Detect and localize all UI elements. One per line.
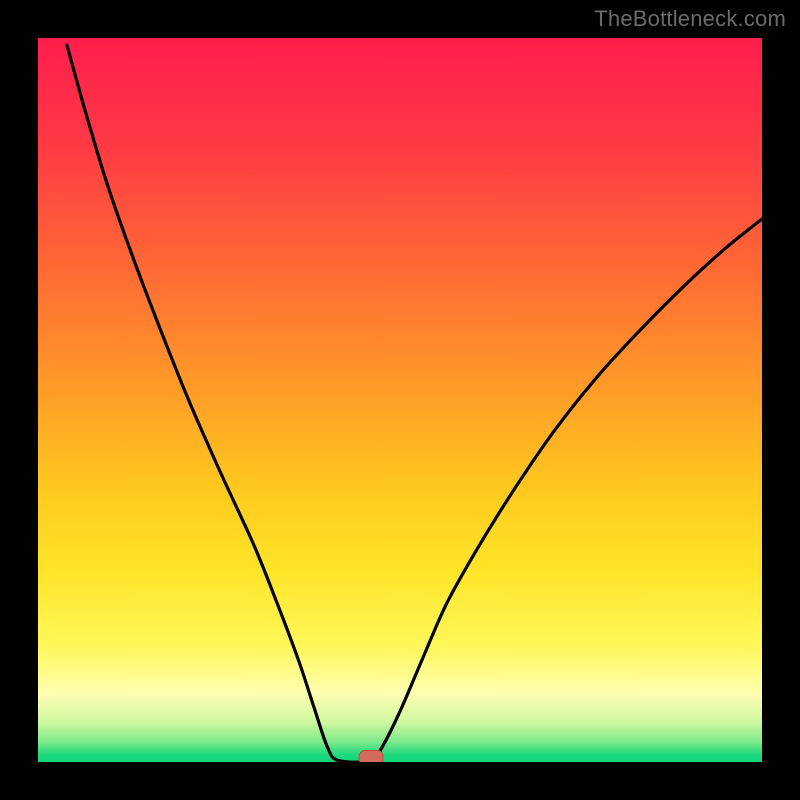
chart-container: TheBottleneck.com — [0, 0, 800, 800]
bottleneck-chart — [0, 0, 800, 800]
plot-background-gradient — [38, 38, 762, 762]
source-watermark: TheBottleneck.com — [594, 6, 786, 32]
